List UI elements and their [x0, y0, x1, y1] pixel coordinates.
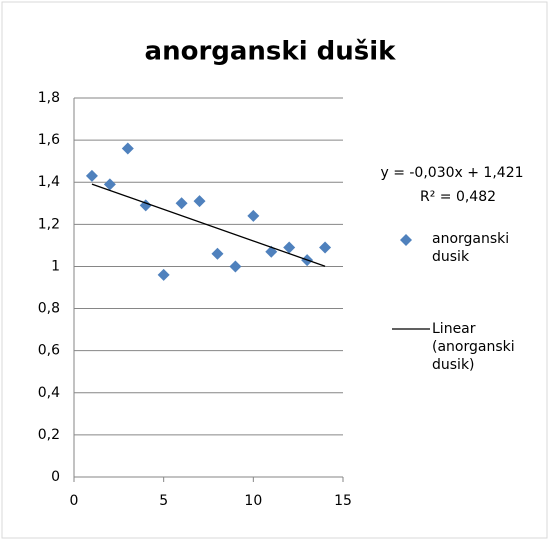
point [319, 241, 332, 254]
y-tick-label: 1,2 [38, 216, 60, 232]
y-tick-label: 0,4 [38, 385, 60, 401]
point [175, 197, 188, 210]
y-tick-label: 0 [51, 469, 60, 485]
point [103, 178, 116, 191]
point [85, 169, 98, 182]
y-tick-label: 1,6 [38, 132, 60, 148]
y-tick-label: 1 [51, 258, 60, 274]
x-tick-label: 15 [334, 493, 352, 509]
legend-marker [400, 234, 412, 246]
point [121, 142, 134, 155]
point [229, 260, 242, 273]
legend-label: Linear (anorganski dusik) [432, 321, 515, 373]
trend-r2: R² = 0,482 [420, 189, 496, 205]
trendline [91, 183, 326, 267]
point [247, 209, 260, 222]
trend-equation: y = -0,030x + 1,421 [380, 165, 523, 181]
x-tick-label: 10 [244, 493, 262, 509]
y-tick-label: 1,4 [38, 174, 60, 190]
x-tick-label: 0 [70, 493, 79, 509]
y-tick-label: 0,8 [38, 301, 60, 317]
x-tick-label: 5 [159, 493, 168, 509]
legend-label: anorganski dusik [432, 231, 510, 265]
y-tick-label: 0,2 [38, 427, 60, 443]
y-tick-label: 1,8 [38, 90, 60, 106]
y-tick-label: 0,6 [38, 343, 60, 359]
point [211, 247, 224, 260]
point [193, 195, 206, 208]
chart-title: anorganski dušik [145, 37, 397, 67]
point [283, 241, 296, 254]
point [157, 268, 170, 281]
